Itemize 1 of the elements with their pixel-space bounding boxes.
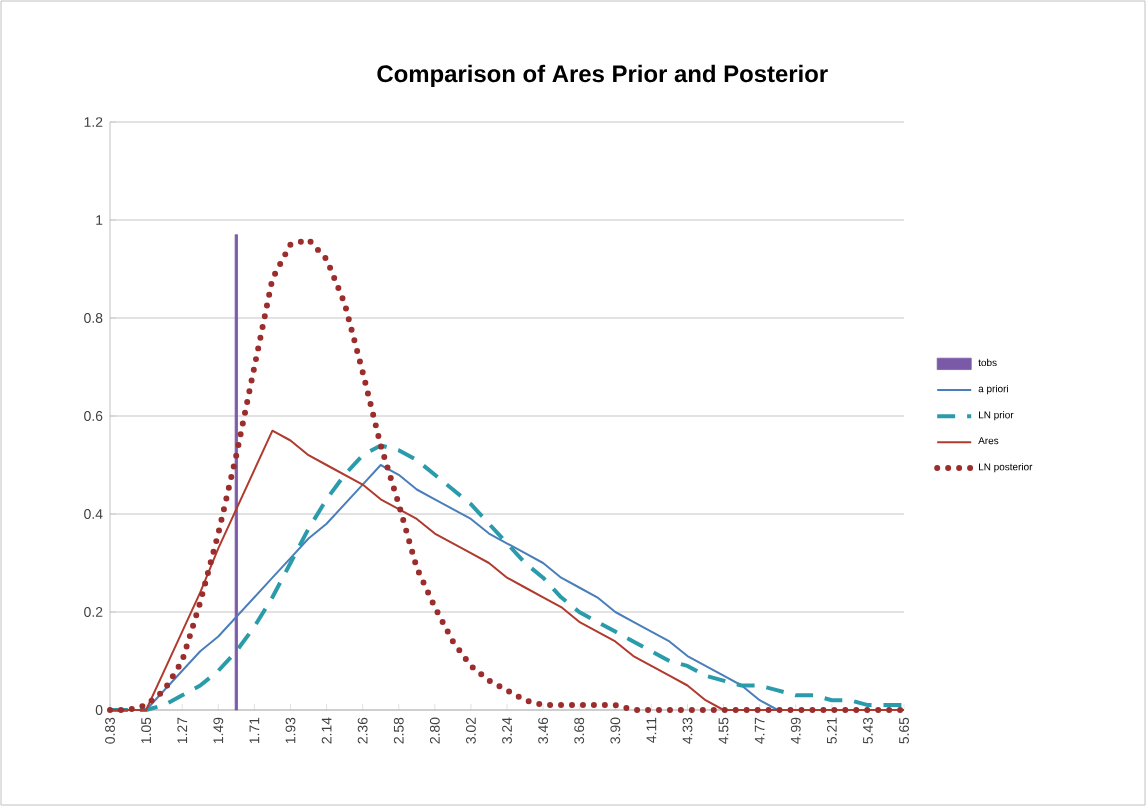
chart-title: Comparison of Ares Prior and Posterior	[377, 64, 828, 87]
